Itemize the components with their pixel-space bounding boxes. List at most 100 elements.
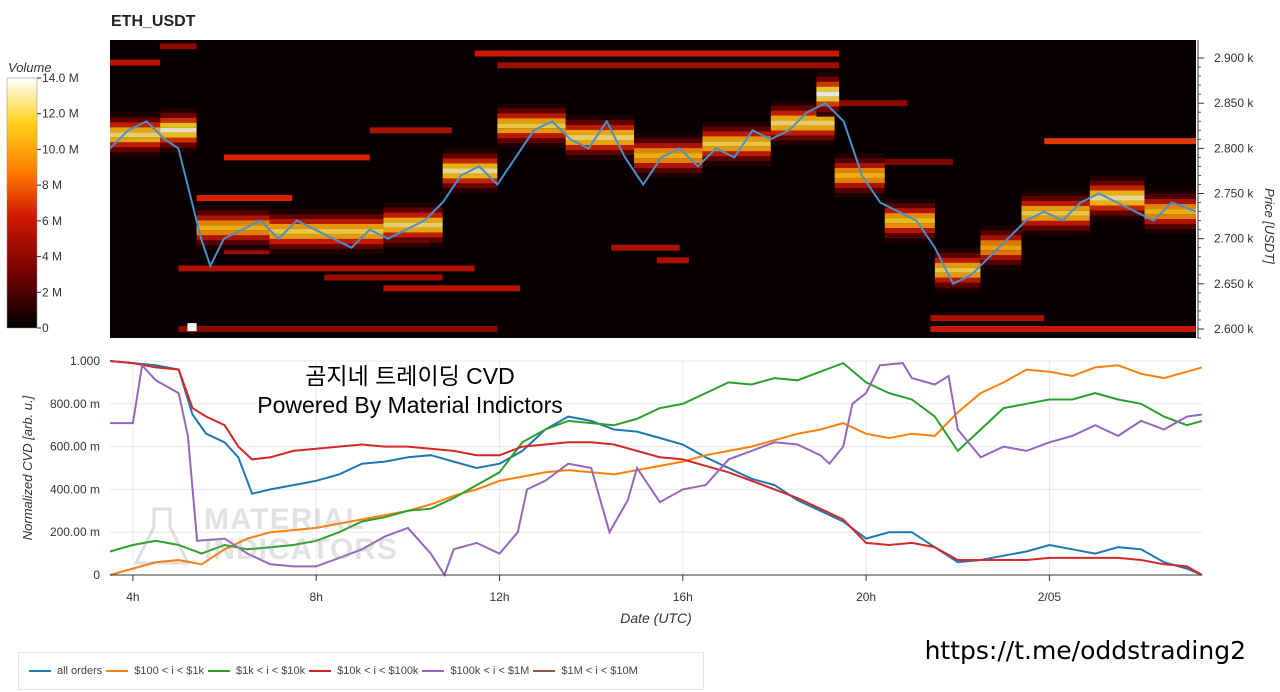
heatmap-cell — [160, 117, 197, 123]
heatmap-cell — [196, 210, 270, 216]
legend-swatch — [106, 670, 129, 672]
telegram-url[interactable]: https://t.me/oddstrading2 — [924, 636, 1246, 665]
heatmap-cell — [1021, 195, 1090, 201]
legend-item[interactable]: $1M < i < $10M — [533, 665, 638, 677]
heatmap-cell — [934, 262, 981, 268]
cvd-x-tick-label: 2/05 — [1038, 590, 1062, 604]
heatmap-cell — [269, 238, 384, 244]
heatmap-cell — [196, 235, 270, 241]
heatmap-cell — [383, 227, 443, 233]
heatmap-wall — [383, 285, 521, 292]
heatmap-cell — [1089, 175, 1145, 181]
price-tick-label: 2.850 k — [1214, 96, 1254, 110]
legend-label: all orders — [57, 665, 103, 677]
heatmap-wall — [930, 315, 1045, 322]
heatmap-cell — [383, 232, 443, 238]
heatmap-cell — [565, 120, 635, 126]
price-tick-label: 2.700 k — [1214, 232, 1254, 246]
heatmap-cell — [816, 76, 840, 82]
heatmap-cell — [770, 125, 835, 131]
heatmap-cell — [1089, 205, 1145, 211]
price-tick-label: 2.800 k — [1214, 141, 1254, 155]
heatmap-cell — [497, 103, 566, 109]
cvd-y-tick-label: 600.00 m — [50, 440, 100, 454]
heatmap-cell — [770, 110, 835, 116]
heatmap-cell — [1089, 180, 1145, 186]
heatmap-cell — [634, 138, 703, 144]
heatmap-cell — [160, 122, 197, 128]
orderbook-heatmap: Volume 0 2 M 4 M 6 M 8 M 10.0 M 12.0 M 14.0 M 2… — [6, 40, 1277, 339]
heatmap-cell — [934, 287, 981, 293]
cvd-series-line — [109, 360, 1203, 576]
price-tick-label: 2.900 k — [1214, 51, 1254, 65]
pair-title: ETH_USDT — [111, 13, 196, 30]
heatmap-cell — [634, 173, 703, 179]
heatmap-cell — [702, 126, 771, 132]
cvd-x-tick-label: 8h — [310, 590, 323, 604]
heatmap-cell — [160, 137, 197, 143]
heatmap-cell — [110, 132, 161, 138]
watermark-line-2: INDICATORS — [204, 533, 398, 566]
colorbar-tick-label: 12.0 M — [42, 107, 79, 121]
cvd-y-axis-ticks: 0 200.00 m 400.00 m 600.00 m 800.00 m 1.000 — [50, 354, 100, 582]
heatmap-cell — [816, 96, 840, 102]
heatmap-cell — [1144, 229, 1196, 235]
colorbar-ticks: 0 2 M 4 M 6 M 8 M 10.0 M 12.0 M 14.0 M — [37, 71, 79, 335]
cvd-y-tick-label: 800.00 m — [50, 397, 100, 411]
colorbar-tick-label: 4 M — [42, 250, 62, 264]
heatmap-cell — [980, 230, 1022, 236]
heatmap-cell — [565, 125, 635, 131]
heatmap-cell — [196, 205, 270, 211]
heatmap-cell — [1089, 195, 1145, 201]
legend-swatch — [309, 670, 332, 672]
colorbar-tick-label: 10.0 M — [42, 142, 79, 156]
heatmap-wall — [369, 127, 452, 134]
heatmap-wall — [160, 43, 197, 50]
legend-item[interactable]: all orders — [29, 665, 102, 677]
heatmap-wall — [656, 257, 689, 264]
heatmap-cell — [160, 112, 197, 118]
heatmap-cell — [934, 282, 981, 288]
heatmap-cell — [934, 247, 981, 253]
heatmap-cell — [1021, 210, 1090, 216]
heatmap-cell — [442, 163, 498, 169]
heatmap-cell — [770, 135, 835, 141]
chart-legend: all orders $100 < i < $1k $1k < i < $10k $1… — [18, 652, 704, 690]
heatmap-cell — [383, 202, 443, 208]
heatmap-cell — [634, 153, 703, 159]
legend-item[interactable]: $100 < i < $1k — [106, 665, 204, 677]
heatmap-cell — [442, 188, 498, 194]
heatmap-cell — [634, 163, 703, 169]
legend-label: $10k < i < $100k — [337, 665, 419, 677]
heatmap-cell — [269, 248, 384, 254]
heatmap-cell — [160, 127, 197, 133]
heatmap-cell — [196, 230, 270, 236]
heatmap-cell — [702, 141, 771, 147]
cvd-y-tick-label: 1.000 — [70, 354, 100, 368]
legend-item[interactable]: $1k < i < $10k — [207, 665, 306, 677]
heatmap-cell — [934, 252, 981, 258]
heatmap-cell — [634, 158, 703, 164]
colorbar-tick-label: 14.0 M — [42, 71, 79, 85]
cvd-x-tick-label: 4h — [126, 590, 139, 604]
heatmap-cell — [1021, 200, 1090, 206]
heatmap-wall — [178, 325, 498, 332]
heatmap-cell — [884, 233, 935, 239]
heatmap-cell — [497, 128, 566, 134]
heatmap-cell — [442, 178, 498, 184]
heatmap-cell — [383, 217, 443, 223]
cvd-x-tick-label: 20h — [856, 590, 876, 604]
legend-item[interactable]: $10k < i < $100k — [309, 665, 418, 677]
cvd-series — [109, 360, 1203, 578]
heatmap-cell — [702, 131, 771, 137]
heatmap-cell — [884, 218, 935, 224]
heatmap-cell — [834, 172, 885, 178]
legend-label: $1k < i < $10k — [235, 665, 306, 677]
heatmap-cell — [770, 130, 835, 136]
cvd-x-axis-ticks: 4h 8h 12h 16h 20h 2/05 — [126, 575, 1061, 604]
heatmap-cell — [884, 223, 935, 229]
legend-item[interactable]: $100k < i < $1M — [422, 665, 529, 677]
price-line — [109, 101, 1197, 286]
heatmap-cell — [196, 245, 270, 251]
heatmap-cell — [497, 118, 566, 124]
